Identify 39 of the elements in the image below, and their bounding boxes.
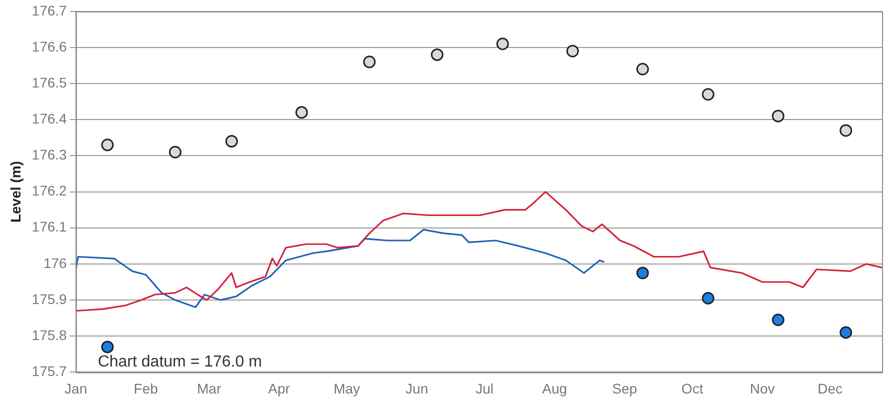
point	[363, 56, 376, 68]
point	[566, 44, 579, 58]
point	[225, 135, 238, 148]
point	[702, 292, 714, 304]
x-tick-label: Jan	[64, 380, 88, 396]
point	[430, 48, 444, 61]
y-tick-label: 175.7	[32, 363, 68, 380]
x-tick-label: Aug	[542, 380, 568, 396]
point	[636, 62, 649, 76]
y-tick-label: 176.5	[32, 74, 68, 90]
x-tick-label: Mar	[197, 380, 222, 396]
x-tick-label: Feb	[134, 380, 158, 396]
y-axis-title: Level (m)	[7, 161, 24, 223]
point	[772, 110, 784, 122]
point	[636, 266, 649, 280]
y-tick-label: 176.3	[32, 146, 68, 163]
x-tick-label: May	[334, 380, 360, 396]
point	[295, 106, 308, 119]
point	[496, 38, 509, 50]
x-tick-label: Oct	[681, 380, 704, 396]
x-tick-label: Jun	[406, 380, 428, 396]
x-tick-label: Dec	[818, 380, 843, 396]
y-tick-label: 176.1	[32, 218, 68, 235]
x-tick-label: Nov	[750, 380, 775, 396]
point	[840, 124, 852, 137]
y-tick-label: 176	[43, 254, 68, 271]
annotation: Chart datum = 176.0 m	[98, 354, 262, 371]
y-tick-label: 176.6	[32, 38, 68, 54]
point	[840, 326, 852, 339]
y-tick-label: 176.7	[32, 2, 68, 18]
y-tick-label: 176.4	[32, 110, 68, 126]
point	[772, 314, 784, 326]
x-tick-label: Jul	[476, 380, 494, 396]
point	[702, 88, 714, 101]
y-tick-label: 175.8	[32, 326, 68, 343]
x-tick-label: Sep	[612, 380, 638, 396]
y-tick-label: 175.9	[32, 290, 68, 307]
y-tick-label: 176.2	[32, 182, 68, 199]
x-tick-label: Apr	[268, 380, 290, 396]
